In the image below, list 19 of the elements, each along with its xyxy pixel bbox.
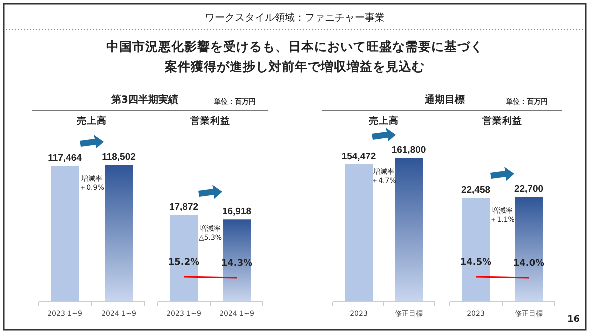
text: 第3四半期実績 [110, 94, 178, 106]
data-label: 154,472 [342, 152, 376, 163]
data-label: 22,458 [461, 185, 491, 196]
text: 通期目標 [424, 94, 465, 106]
data-label: 118,502 [102, 152, 136, 163]
data-label: 17,872 [169, 202, 199, 213]
chart-title: 営業利益 [190, 115, 230, 127]
data-label: 117,464 [48, 153, 83, 164]
chart-title: 営業利益 [482, 115, 522, 127]
data-label: 22,700 [514, 184, 544, 195]
annotation: 15.2% [168, 258, 200, 268]
text: 16 [567, 315, 580, 325]
chart-title: 売上高 [77, 115, 107, 127]
text: ワークスタイル領域：ファニチャー事業 [205, 12, 385, 24]
text: 中国市況悪化影響を受けるも、日本において旺盛な需要に基づく案件獲得が進捗し対前年で増収増益を見込む [106, 39, 484, 74]
chart-title: 売上高 [369, 115, 399, 127]
annotation: 14.5% [460, 258, 492, 268]
data-label: 16,918 [222, 206, 252, 218]
data-label: 161,800 [392, 145, 426, 156]
